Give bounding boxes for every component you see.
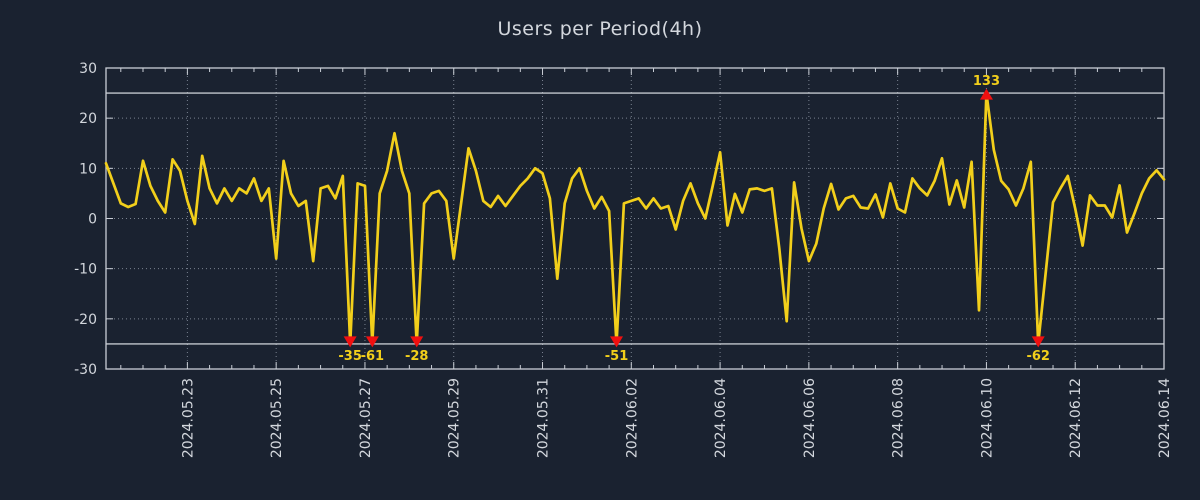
extreme-marker-down: [343, 336, 357, 348]
y-tick-label: -10: [74, 262, 97, 278]
extreme-value-label: -62: [1026, 349, 1050, 364]
x-tick-label: 2024.05.29: [447, 378, 463, 458]
y-tick-label: 0: [88, 212, 97, 228]
x-tick-label: 2024.06.02: [624, 378, 640, 458]
extreme-marker-down: [410, 336, 424, 348]
y-tick-label: 30: [79, 61, 97, 77]
extreme-marker-down: [365, 336, 379, 348]
x-tick-label: 2024.06.10: [979, 378, 995, 458]
x-tick-label: 2024.05.31: [536, 378, 552, 458]
x-tick-label: 2024.05.23: [180, 378, 196, 458]
x-tick-label: 2024.06.06: [802, 378, 818, 458]
users-series-line: [104, 91, 1166, 346]
y-tick-label: -20: [74, 312, 97, 328]
x-tick-label: 2024.06.04: [713, 378, 729, 458]
y-tick-label: 20: [79, 111, 97, 127]
extreme-value-label: -28: [405, 349, 429, 364]
x-tick-label: 2024.06.08: [891, 378, 907, 458]
extreme-value-label: 133: [973, 74, 1000, 89]
x-tick-label: 2024.05.25: [269, 378, 285, 458]
x-tick-label: 2024.05.27: [358, 378, 374, 458]
extreme-value-label: -61: [361, 349, 385, 364]
y-tick-label: -30: [74, 362, 97, 378]
x-tick-label: 2024.06.14: [1157, 378, 1173, 458]
extreme-value-label: -51: [605, 349, 629, 364]
extreme-value-label: -35: [338, 349, 362, 364]
extreme-marker-up: [979, 88, 993, 100]
x-tick-label: 2024.06.12: [1068, 378, 1084, 458]
chart-title: Users per Period(4h): [497, 18, 703, 40]
y-tick-label: 10: [79, 161, 97, 177]
extreme-marker-down: [610, 336, 624, 348]
extreme-marker-down: [1031, 336, 1045, 348]
